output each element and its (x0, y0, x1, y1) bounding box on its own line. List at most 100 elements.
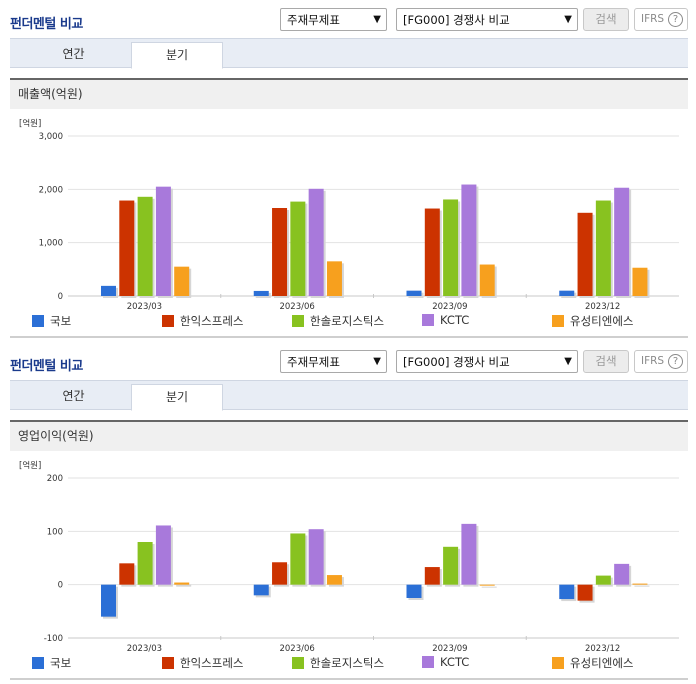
tab-annual[interactable]: 연간 (62, 389, 85, 403)
tab-annual[interactable]: 연간 (62, 47, 85, 61)
bar (577, 584, 593, 601)
comparison-group-select[interactable]: [FG000] 경쟁사 비교 ▼ (396, 8, 578, 31)
bar (253, 290, 269, 296)
legend-item[interactable]: 한솔로지스틱스 (292, 313, 384, 329)
legend-item[interactable]: 한솔로지스틱스 (292, 655, 384, 671)
bar (290, 533, 306, 585)
bar (308, 529, 324, 585)
legend-label: 국보 (50, 314, 72, 328)
ifrs-button[interactable]: IFRS? (634, 350, 688, 373)
legend-item[interactable]: 한익스프레스 (162, 313, 243, 329)
chart-title: 영업이익(억원) (10, 420, 688, 451)
legend-swatch (292, 315, 304, 327)
x-tick-label: 2023/09 (432, 302, 467, 312)
chart-title: 매출액(억원) (10, 78, 688, 109)
bar (308, 188, 324, 296)
legend-item[interactable]: 유성티엔에스 (552, 313, 633, 329)
bar (461, 523, 477, 585)
ifrs-label: IFRS (641, 355, 665, 367)
chevron-down-icon: ▼ (564, 356, 572, 367)
ifrs-button[interactable]: IFRS? (634, 8, 688, 31)
bar (155, 186, 171, 296)
bar (272, 208, 288, 296)
operating-profit-bar-chart: [억원] -100 0 100 200 2023/03 2023/06 2023/09 2023… (19, 460, 679, 654)
chevron-down-icon: ▼ (564, 14, 572, 25)
chart-legend: 국보 한익스프레스 한솔로지스틱스 KCTC 유성티엔에스 (32, 655, 682, 671)
section-title: 펀더멘털 비교 (10, 359, 83, 374)
bar (137, 196, 153, 296)
bar (632, 583, 648, 585)
legend-swatch (422, 314, 434, 326)
y-tick-label: 1,000 (39, 239, 63, 249)
search-button[interactable]: 검색 (583, 350, 629, 373)
divider (10, 336, 688, 338)
divider (10, 678, 688, 680)
bar (559, 290, 575, 296)
x-tick-label: 2023/12 (585, 644, 620, 654)
bar (577, 212, 593, 296)
bar (461, 184, 477, 296)
bar (424, 567, 440, 585)
x-tick-label: 2023/12 (585, 302, 620, 312)
tab-quarterly[interactable]: 분기 (131, 42, 223, 69)
y-tick-label: 2,000 (39, 185, 63, 195)
bar (155, 525, 171, 585)
legend-item[interactable]: KCTC (422, 313, 469, 327)
select-value: [FG000] 경쟁사 비교 (403, 355, 510, 369)
legend-swatch (422, 656, 434, 668)
legend-label: 한솔로지스틱스 (310, 656, 385, 670)
legend-label: 유성티엔에스 (570, 314, 634, 328)
help-icon: ? (668, 354, 683, 369)
y-axis-unit: [억원] (19, 118, 41, 129)
chart-legend: 국보 한익스프레스 한솔로지스틱스 KCTC 유성티엔에스 (32, 313, 682, 329)
bar (119, 200, 135, 296)
bar (174, 582, 190, 585)
y-tick-label: -100 (44, 634, 63, 644)
x-tick-label: 2023/03 (127, 302, 162, 312)
legend-label: KCTC (440, 655, 470, 669)
bar (137, 542, 153, 585)
legend-item[interactable]: 국보 (32, 313, 71, 329)
search-button[interactable]: 검색 (583, 8, 629, 31)
legend-label: 한익스프레스 (180, 656, 244, 670)
select-value: 주재무제표 (287, 355, 340, 369)
y-tick-label: 0 (58, 292, 63, 302)
tab-quarterly[interactable]: 분기 (131, 384, 223, 411)
bar (253, 584, 269, 596)
bar (101, 584, 116, 617)
bar (326, 575, 342, 585)
section-title: 펀더멘털 비교 (10, 17, 83, 32)
select-value: [FG000] 경쟁사 비교 (403, 13, 510, 27)
legend-swatch (32, 315, 44, 327)
bar (479, 264, 495, 296)
legend-item[interactable]: 국보 (32, 655, 71, 671)
bar-shadow (481, 586, 497, 588)
y-tick-label: 0 (58, 581, 63, 591)
legend-label: 국보 (50, 656, 72, 670)
legend-item[interactable]: 한익스프레스 (162, 655, 243, 671)
period-tabs: 연간 분기 (10, 380, 688, 411)
legend-item[interactable]: KCTC (422, 655, 469, 669)
bar (406, 290, 422, 296)
bar (174, 266, 190, 296)
y-tick-label: 3,000 (39, 132, 63, 142)
x-tick-label: 2023/06 (279, 302, 314, 312)
legend-item[interactable]: 유성티엔에스 (552, 655, 633, 671)
fundamental-section-revenue: 펀더멘털 비교 주재무제표 ▼ [FG000] 경쟁사 비교 ▼ 검색 IFRS? … (10, 8, 688, 338)
legend-swatch (292, 657, 304, 669)
bar (326, 261, 342, 296)
y-axis-unit: [억원] (19, 460, 41, 471)
bar (290, 201, 306, 296)
y-tick-label: 200 (47, 474, 63, 484)
statement-type-select[interactable]: 주재무제표 ▼ (280, 350, 387, 373)
legend-label: 한솔로지스틱스 (310, 314, 385, 328)
bar (595, 575, 611, 585)
chevron-down-icon: ▼ (373, 14, 381, 25)
bar (443, 546, 459, 585)
x-tick-label: 2023/03 (127, 644, 162, 654)
fundamental-section-operating-profit: 펀더멘털 비교 주재무제표 ▼ [FG000] 경쟁사 비교 ▼ 검색 IFRS? … (0, 342, 696, 684)
comparison-group-select[interactable]: [FG000] 경쟁사 비교 ▼ (396, 350, 578, 373)
bar (614, 563, 630, 585)
statement-type-select[interactable]: 주재무제표 ▼ (280, 8, 387, 31)
legend-swatch (162, 315, 174, 327)
